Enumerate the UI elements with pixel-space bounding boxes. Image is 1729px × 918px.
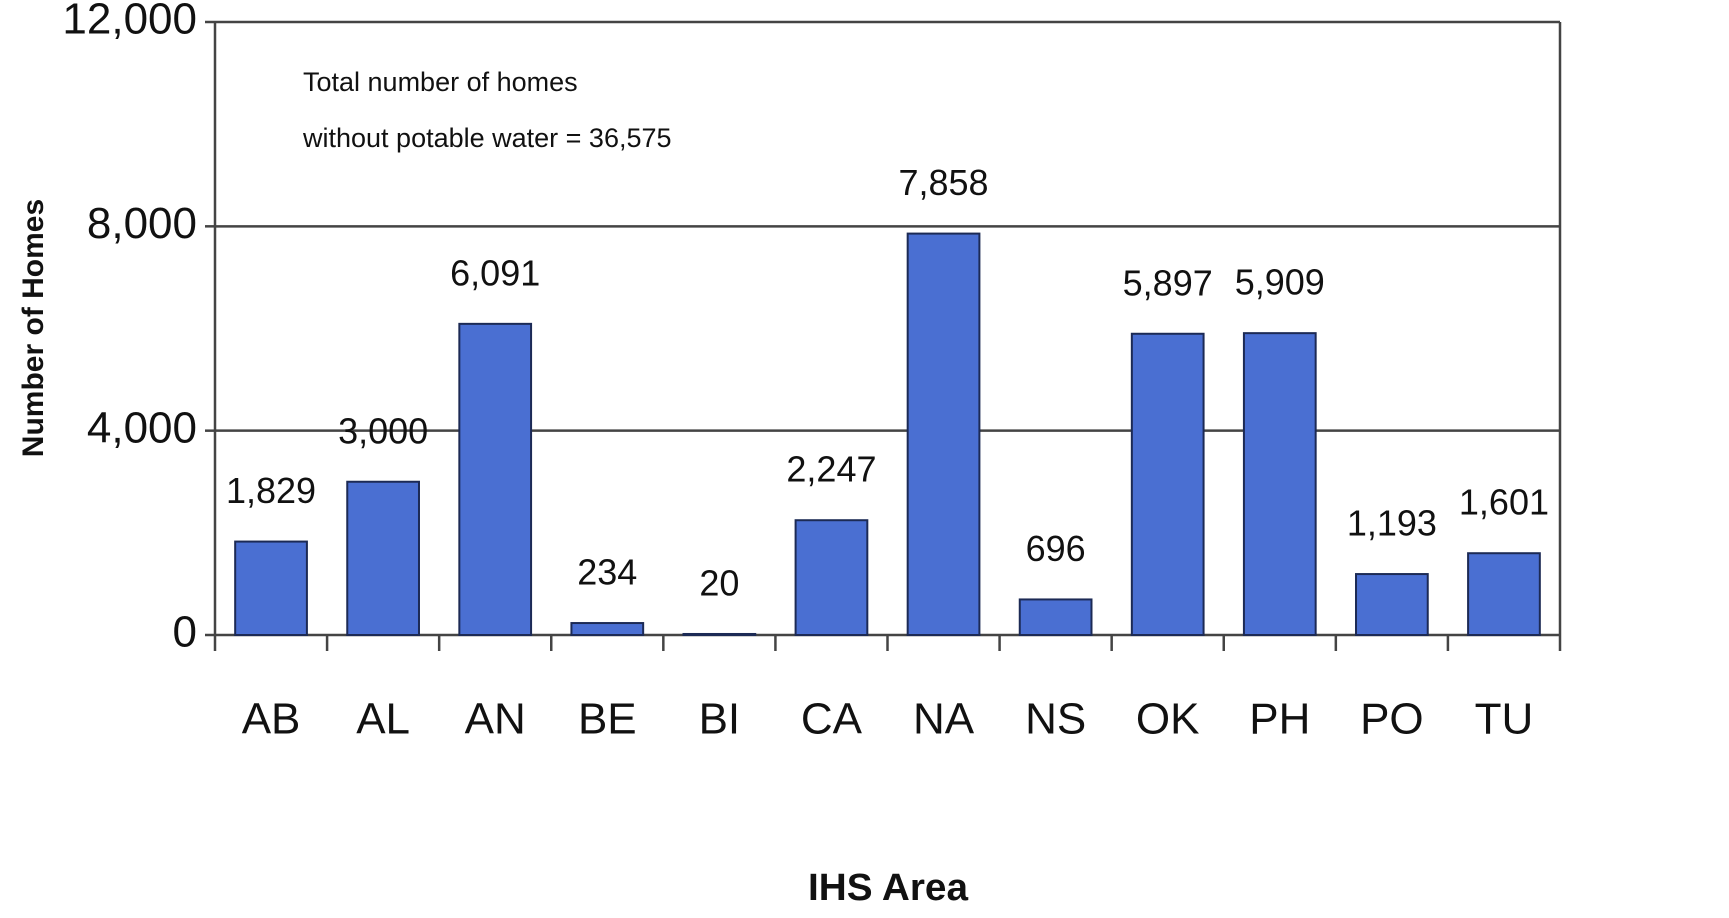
- bar: [906, 232, 981, 637]
- data-label: 1,601: [1459, 482, 1549, 523]
- x-tick-label: AB: [242, 695, 301, 744]
- x-tick-label: NA: [913, 695, 975, 744]
- bar: [234, 540, 308, 637]
- data-label: 7,858: [898, 162, 988, 203]
- x-tick-label: BI: [699, 695, 741, 744]
- bar: [1018, 598, 1093, 636]
- data-label: 696: [1026, 528, 1086, 569]
- x-tick-label: AN: [465, 695, 526, 744]
- data-label: 5,909: [1235, 262, 1325, 303]
- y-tick-label: 12,000: [62, 0, 197, 44]
- x-tick-label: PH: [1249, 695, 1310, 744]
- bar: [682, 632, 757, 636]
- bar: [1242, 332, 1317, 636]
- bar: [1130, 332, 1205, 636]
- x-tick-label: AL: [356, 695, 410, 744]
- x-tick-label: CA: [801, 695, 863, 744]
- data-label: 234: [577, 552, 637, 593]
- x-tick-label: PO: [1360, 695, 1424, 744]
- y-tick-label: 0: [173, 608, 197, 657]
- bar: [346, 480, 420, 636]
- x-tick-label: OK: [1136, 695, 1200, 744]
- x-tick-label: TU: [1475, 695, 1534, 744]
- x-axis-title: IHS Area: [808, 867, 969, 909]
- data-label: 3,000: [338, 410, 428, 451]
- data-label: 5,897: [1123, 262, 1213, 303]
- bar: [1355, 573, 1429, 636]
- x-tick-label: NS: [1025, 695, 1086, 744]
- bar: [1467, 552, 1541, 636]
- y-tick-label: 8,000: [87, 199, 197, 248]
- y-axis-title: Number of Homes: [17, 199, 50, 457]
- bar: [794, 519, 869, 637]
- data-label: 6,091: [450, 252, 540, 293]
- annotation: without potable water = 36,575: [302, 123, 672, 153]
- bar: [458, 322, 533, 636]
- data-label: 2,247: [786, 449, 876, 490]
- annotation: Total number of homes: [303, 67, 578, 97]
- bar: [570, 622, 645, 637]
- x-tick-label: BE: [578, 695, 637, 744]
- data-label: 1,193: [1347, 503, 1437, 544]
- data-label: 1,829: [226, 470, 316, 511]
- data-label: 20: [699, 562, 739, 603]
- y-tick-label: 4,000: [87, 403, 197, 452]
